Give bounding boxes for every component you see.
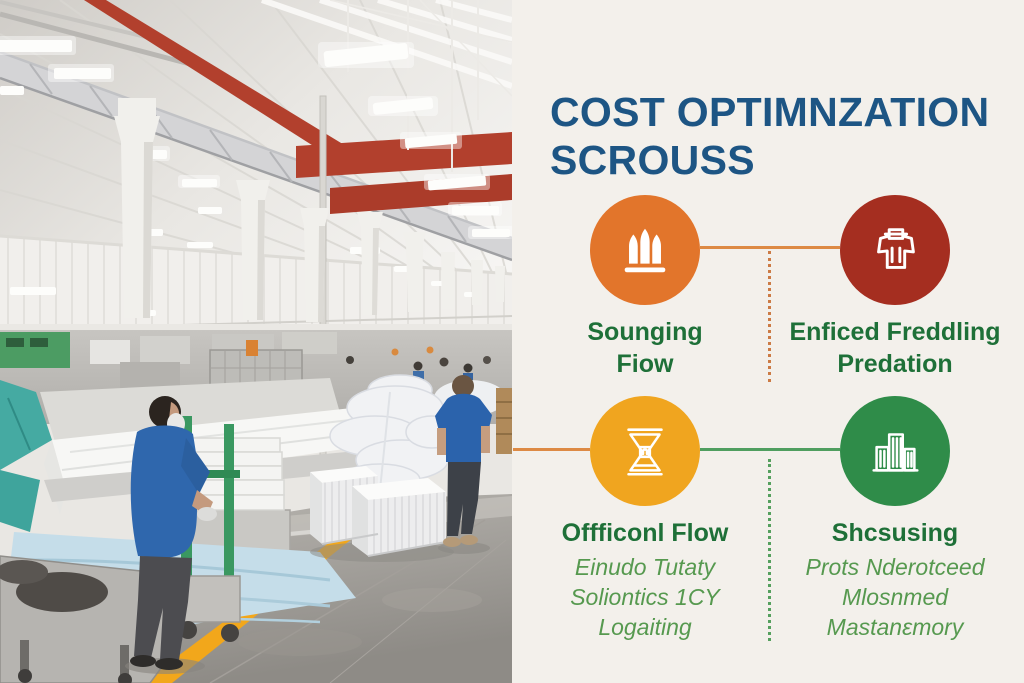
- bobbin-icon: [627, 428, 663, 476]
- sub-line: Mastanɛmory: [826, 613, 964, 640]
- title-line-2: SCROUSS: [550, 137, 755, 184]
- feature-label: Enficed Freddling Predation: [766, 316, 1024, 380]
- connector-dotted-vertical-bottom: [768, 459, 771, 641]
- label-line: Offficonl Flow: [561, 519, 729, 547]
- feature-label: Sounging Fiow: [523, 316, 767, 380]
- factory-photo-illustration: [0, 0, 512, 683]
- feature-item-garment: Enficed Freddling Predation: [766, 195, 1024, 384]
- label-line: Enficed Freddling: [789, 318, 1001, 346]
- worker-right: [435, 375, 492, 554]
- factory-photo: [0, 0, 512, 683]
- sub-line: Mlosnmed: [841, 583, 949, 610]
- label-line: Fiow: [616, 350, 674, 378]
- columns: [114, 98, 505, 322]
- connector-left-horizontal: [513, 448, 590, 451]
- feature-label: Shcsusing: [766, 517, 1024, 549]
- label-line: Sounging: [587, 318, 703, 346]
- feature-label: Offficonl Flow: [523, 517, 767, 549]
- feature-item-sourcing: Sounging Fiow: [523, 195, 767, 384]
- page-title: COST OPTIMNZATION SCROUSS: [550, 89, 990, 185]
- white-boxes: [310, 466, 454, 562]
- title-line-1: COST OPTIMNZATION: [550, 89, 990, 136]
- buildings-icon: [872, 433, 919, 472]
- worker-left: [125, 396, 217, 674]
- connector-dotted-vertical-top: [768, 251, 771, 382]
- ceiling-lights: [0, 36, 512, 316]
- sourcing-circle: [590, 195, 700, 305]
- flow-circle: [590, 396, 700, 506]
- sub-line: Logaiting: [598, 613, 692, 640]
- fabric-bale-pile: [329, 374, 459, 497]
- garment-circle: [840, 195, 950, 305]
- feature-sublabel: Einudo Tutaty Soliontics 1CY Logaiting: [523, 553, 767, 643]
- feature-item-housing: Shcsusing Prots Nderotceed Mlosnmed Mast…: [766, 396, 1024, 643]
- housing-circle: [840, 396, 950, 506]
- sub-line: Einudo Tutaty: [574, 554, 716, 580]
- label-line: Shcsusing: [831, 519, 959, 547]
- info-panel: COST OPTIMNZATION SCROUSS: [512, 0, 1024, 683]
- sub-line: Soliontics 1CY: [570, 583, 720, 610]
- sub-line: Prots Nderotceed: [805, 554, 985, 580]
- feature-sublabel: Prots Nderotceed Mlosnmed Mastanɛmory: [766, 553, 1024, 643]
- flames-icon: [624, 228, 666, 273]
- feature-item-flow: Offficonl Flow Einudo Tutaty Soliontics …: [523, 396, 767, 643]
- tshirt-icon: [877, 228, 915, 269]
- connector-top-horizontal: [700, 246, 840, 249]
- connector-bottom-horizontal: [700, 448, 840, 451]
- label-line: Predation: [837, 350, 953, 378]
